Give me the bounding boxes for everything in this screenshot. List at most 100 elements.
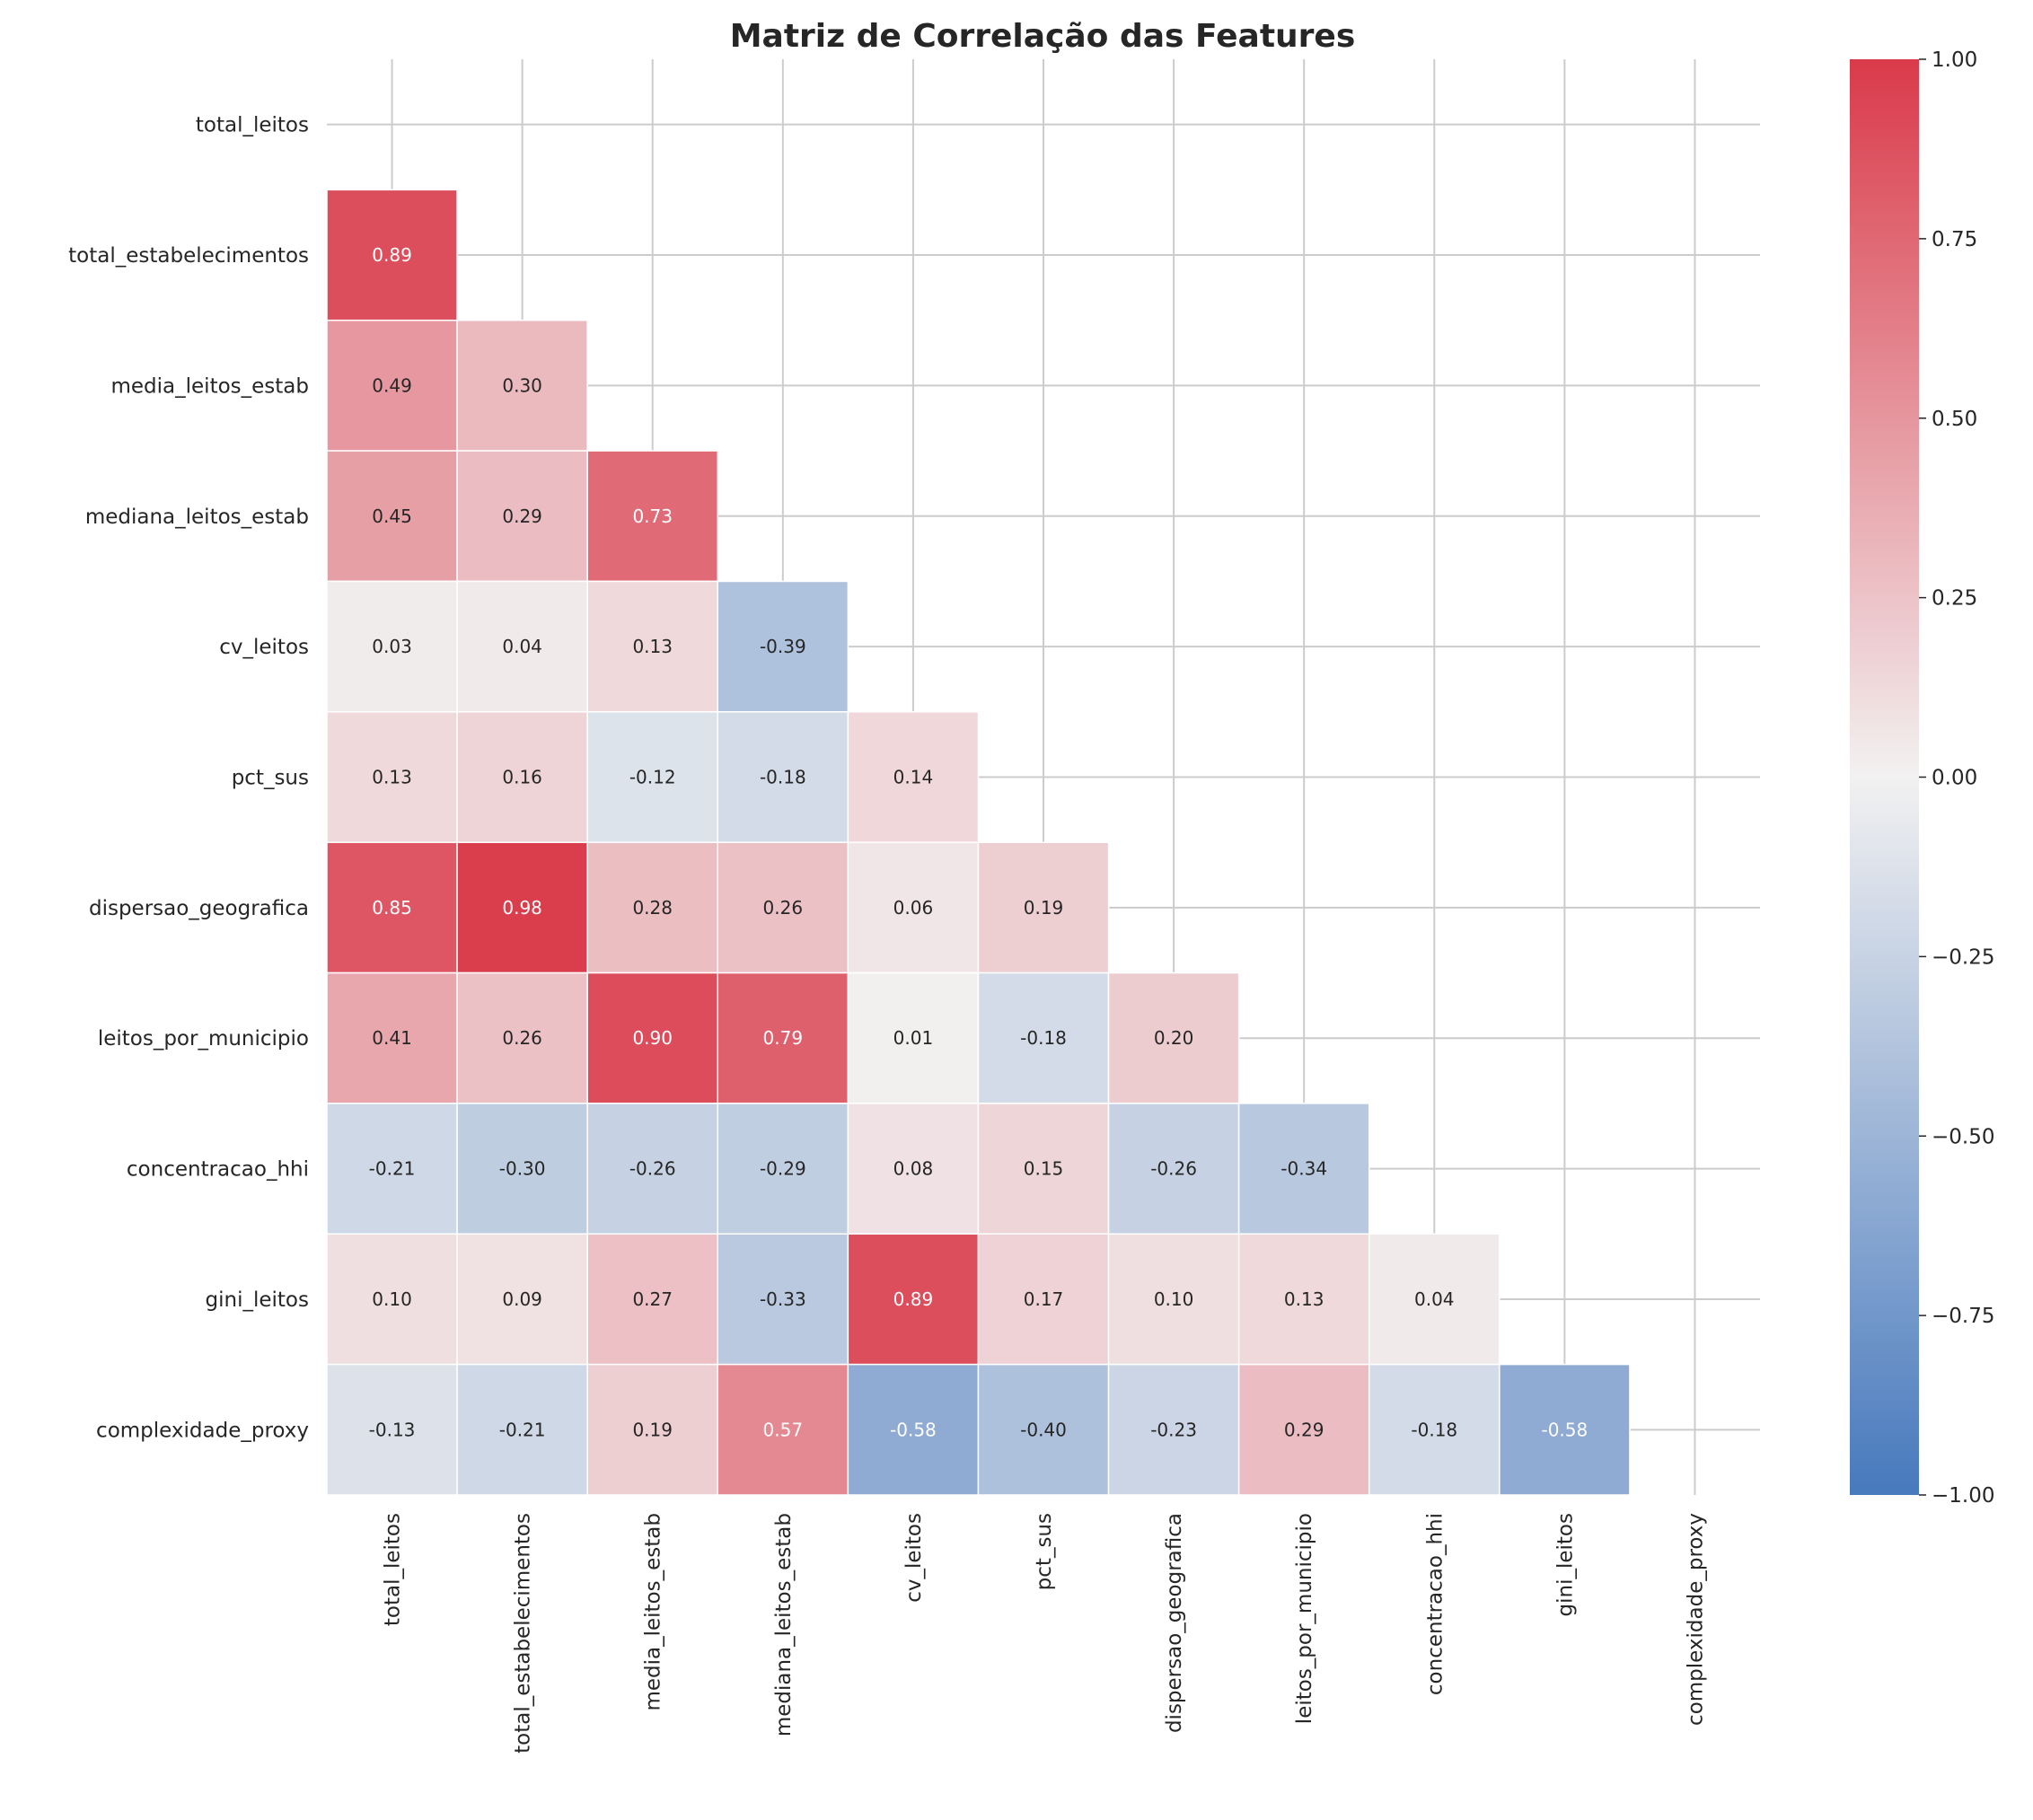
cell-annotation: 0.17 — [1024, 1288, 1064, 1310]
cell-annotation: -0.23 — [1150, 1419, 1197, 1440]
cell-annotation: 0.15 — [1024, 1158, 1064, 1180]
cell-annotation: 0.01 — [893, 1027, 934, 1049]
cell-annotation: -0.40 — [1020, 1419, 1067, 1440]
heatmap-cell-mediana_leitos_estab-total_estabelecimentos — [456, 450, 588, 583]
cell-annotation: 0.45 — [372, 506, 412, 527]
colorbar-tick-label: 1.00 — [1932, 48, 1977, 72]
heatmap-cell-dispersao_geografica-cv_leitos — [847, 841, 980, 974]
heatmap-cell-dispersao_geografica-total_leitos — [326, 841, 458, 974]
heatmap-cell-pct_sus-cv_leitos — [847, 711, 980, 843]
heatmap-cell-concentracao_hhi-dispersao_geografica — [1107, 1103, 1240, 1235]
colorbar-tick-label: −0.75 — [1932, 1305, 1994, 1328]
heatmap-cell-leitos_por_municipio-mediana_leitos_estab — [717, 972, 849, 1104]
heatmap-cell-cv_leitos-total_estabelecimentos — [456, 580, 588, 713]
chart-title: Matriz de Correlação das Features — [730, 18, 1356, 55]
cell-annotation: 0.29 — [1284, 1419, 1325, 1440]
cell-annotation: 0.19 — [632, 1419, 673, 1440]
y-axis-tick-labels: total_leitos total_estabelecimentos media_… — [68, 114, 309, 1443]
cell-annotation: 0.13 — [632, 636, 673, 657]
x-axis-tick-labels: total_leitos total_estabelecimentos media_… — [382, 1513, 1708, 1754]
heatmap-cell-leitos_por_municipio-media_leitos_estab — [586, 972, 719, 1104]
cell-annotation: 0.14 — [893, 767, 934, 788]
colorbar-tick-label: 0.75 — [1932, 228, 1977, 251]
colorbar-tick-label: 0.00 — [1932, 767, 1977, 790]
heatmap-cell-dispersao_geografica-media_leitos_estab — [586, 841, 719, 974]
cell-annotation: 0.08 — [893, 1158, 934, 1180]
heatmap-cell-complexidade_proxy-total_estabelecimentos — [456, 1363, 588, 1496]
heatmap-cell-leitos_por_municipio-pct_sus — [977, 972, 1110, 1104]
cell-annotation: 0.28 — [632, 897, 673, 919]
cell-annotation: -0.58 — [890, 1419, 937, 1440]
heatmap-cells — [326, 189, 1631, 1496]
heatmap-cell-complexidade_proxy-concentracao_hhi — [1368, 1363, 1501, 1496]
x-tick-label: pct_sus — [1033, 1513, 1056, 1590]
heatmap-cell-cv_leitos-mediana_leitos_estab — [717, 580, 849, 713]
colorbar-tick-label: 0.50 — [1932, 408, 1977, 431]
heatmap-cell-concentracao_hhi-total_leitos — [326, 1103, 458, 1235]
y-tick-label: mediana_leitos_estab — [85, 506, 309, 529]
cell-annotation: 0.26 — [763, 897, 804, 919]
cell-annotation: -0.18 — [1020, 1027, 1067, 1049]
cell-annotation: 0.19 — [1024, 897, 1064, 919]
cell-annotation: -0.34 — [1281, 1158, 1327, 1180]
cell-annotation: 0.90 — [632, 1027, 673, 1049]
cell-annotation: -0.21 — [369, 1158, 416, 1180]
cell-annotation: 0.20 — [1154, 1027, 1194, 1049]
heatmap-cell-leitos_por_municipio-total_leitos — [326, 972, 458, 1104]
heatmap-cell-concentracao_hhi-media_leitos_estab — [586, 1103, 719, 1235]
cell-annotation: -0.30 — [499, 1158, 546, 1180]
cell-annotation: 0.27 — [632, 1288, 673, 1310]
y-tick-label: pct_sus — [232, 767, 309, 790]
heatmap-cell-complexidade_proxy-cv_leitos — [847, 1363, 980, 1496]
cell-annotation: 0.29 — [502, 506, 542, 527]
y-tick-label: cv_leitos — [219, 636, 309, 659]
cell-annotation: -0.13 — [369, 1419, 416, 1440]
heatmap-cell-pct_sus-mediana_leitos_estab — [717, 711, 849, 843]
heatmap-cell-gini_leitos-leitos_por_municipio — [1237, 1233, 1370, 1366]
y-tick-label: concentracao_hhi — [127, 1158, 309, 1182]
cell-annotation: 0.13 — [372, 767, 412, 788]
heatmap-cell-complexidade_proxy-media_leitos_estab — [586, 1363, 719, 1496]
cell-annotation: 0.16 — [502, 767, 542, 788]
heatmap-cell-gini_leitos-dispersao_geografica — [1107, 1233, 1240, 1366]
heatmap-cell-concentracao_hhi-cv_leitos — [847, 1103, 980, 1235]
cell-annotation: -0.58 — [1541, 1419, 1588, 1440]
cell-annotation: -0.12 — [629, 767, 676, 788]
cell-annotation: -0.33 — [760, 1288, 806, 1310]
heatmap-cell-pct_sus-total_leitos — [326, 711, 458, 843]
cell-annotation: -0.26 — [1150, 1158, 1197, 1180]
cell-annotation: 0.26 — [502, 1027, 542, 1049]
x-tick-label: total_estabelecimentos — [512, 1513, 535, 1754]
cell-annotation: 0.89 — [893, 1288, 934, 1310]
x-tick-label: media_leitos_estab — [642, 1513, 665, 1711]
cell-annotation: 0.49 — [372, 374, 412, 396]
heatmap-cell-complexidade_proxy-leitos_por_municipio — [1237, 1363, 1370, 1496]
heatmap-cell-mediana_leitos_estab-media_leitos_estab — [586, 450, 719, 583]
heatmap-cell-dispersao_geografica-mediana_leitos_estab — [717, 841, 849, 974]
cell-annotation: 0.09 — [502, 1288, 542, 1310]
heatmap-cell-media_leitos_estab-total_estabelecimentos — [456, 319, 588, 452]
heatmap-cell-pct_sus-media_leitos_estab — [586, 711, 719, 843]
cell-annotation: -0.18 — [760, 767, 806, 788]
heatmap-cell-dispersao_geografica-pct_sus — [977, 841, 1110, 974]
x-tick-label: concentracao_hhi — [1423, 1513, 1447, 1695]
cell-annotation: 0.57 — [763, 1419, 804, 1440]
heatmap-cell-gini_leitos-media_leitos_estab — [586, 1233, 719, 1366]
x-tick-label: mediana_leitos_estab — [772, 1513, 796, 1736]
cell-annotation: 0.04 — [502, 636, 542, 657]
cell-annotation: 0.13 — [1284, 1288, 1325, 1310]
x-tick-label: gini_leitos — [1553, 1513, 1577, 1616]
y-tick-label: dispersao_geografica — [89, 897, 309, 920]
y-tick-label: total_estabelecimentos — [68, 244, 309, 268]
cell-annotation: -0.39 — [760, 636, 806, 657]
colorbar-tick-label: −1.00 — [1932, 1484, 1994, 1508]
cell-annotation: 0.03 — [372, 636, 412, 657]
heatmap-cell-cv_leitos-total_leitos — [326, 580, 458, 713]
cell-annotation: 0.10 — [1154, 1288, 1194, 1310]
cell-annotation: -0.21 — [499, 1419, 546, 1440]
colorbar: 1.00 0.75 0.50 0.25 0.00 −0.25 −0.50 −0.75 −1.00 — [1850, 48, 1994, 1508]
y-tick-label: gini_leitos — [206, 1288, 309, 1312]
cell-annotation: 0.41 — [372, 1027, 412, 1049]
cell-annotation: -0.18 — [1411, 1419, 1457, 1440]
